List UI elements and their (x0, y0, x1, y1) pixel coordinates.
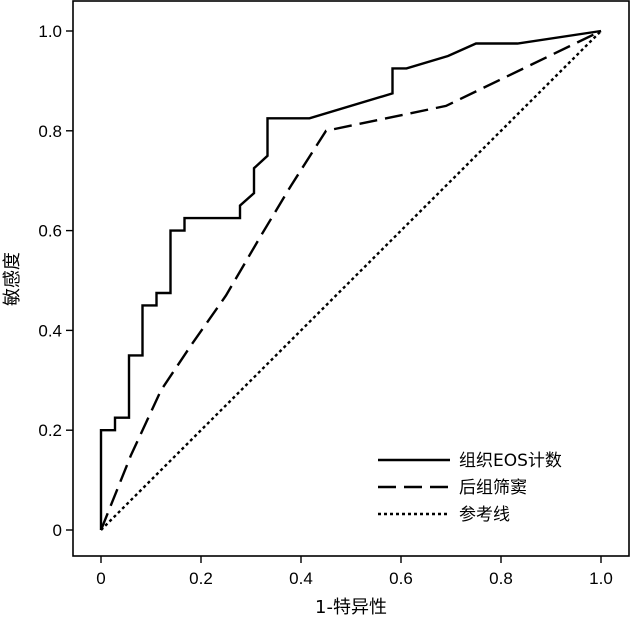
series-line-1 (99, 29, 602, 530)
y-tick-label: 1.0 (38, 22, 62, 41)
x-tick-label: 0.4 (289, 569, 313, 588)
x-tick-label: 0.2 (189, 569, 213, 588)
x-tick-label: 1.0 (589, 569, 613, 588)
y-tick-label: 0.4 (38, 321, 62, 340)
series-line-3 (100, 30, 602, 531)
plot-frame (72, 0, 630, 557)
series-layer (99, 29, 602, 531)
x-tick-label: 0.8 (489, 569, 513, 588)
series-line-2 (99, 29, 602, 531)
legend-label-3: 参考线 (459, 505, 510, 525)
y-tick-label: 0.8 (38, 122, 62, 141)
legend-label-2: 后组筛窦 (459, 478, 527, 498)
y-axis-label: 敏感度 (2, 252, 23, 306)
x-axis-label: 1-特异性 (315, 597, 387, 618)
x-tick-label: 0 (96, 569, 105, 588)
y-tick-label: 0.6 (38, 222, 62, 241)
legend-label-1: 组织EOS计数 (459, 451, 562, 471)
x-tick-label: 0.6 (389, 569, 413, 588)
axis-ticks: 0 0.2 0.4 0.6 0.8 1.0 0 0.2 0.4 0.6 0.8 1.0 (38, 22, 612, 588)
y-tick-label: 0 (53, 521, 62, 540)
y-tick-label: 0.2 (38, 421, 62, 440)
